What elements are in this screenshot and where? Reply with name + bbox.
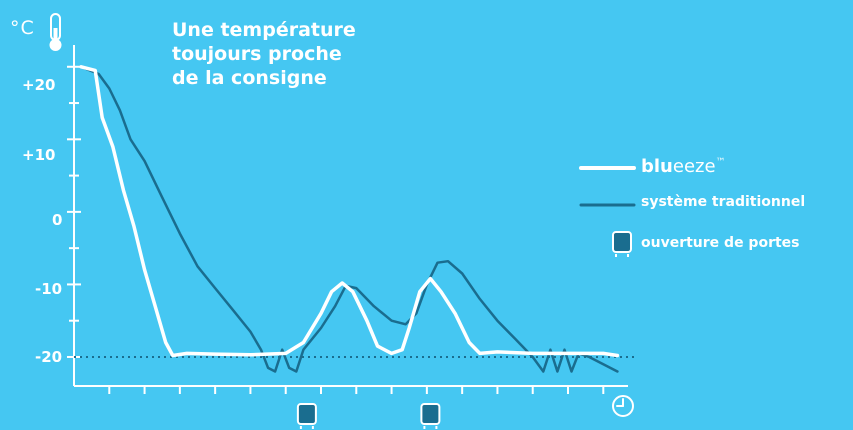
title-line-1: Une température [172,19,356,41]
legend-blueeze-tm: ™ [715,157,726,168]
y-tick-label: -10 [35,280,63,298]
legend-label-traditional: système traditionnel [641,194,806,210]
legend-blueeze-bold: blu [641,156,673,177]
y-tick-label: 0 [52,211,63,229]
door-opening-marker [296,403,317,429]
title-line-2: toujours proche [172,43,342,65]
chart-title: Une température toujours proche de la co… [172,18,356,90]
clock-icon [612,395,634,417]
title-line-3: de la consigne [172,67,327,89]
legend-label-blueeze: blueeze™ [641,156,726,177]
legend-label-doors: ouverture de portes [641,235,800,251]
legend-blueeze-light: eeze [672,156,716,177]
legend-door-icon [612,231,632,257]
y-tick-label: +20 [22,76,56,94]
y-tick-label: +10 [22,146,56,164]
y-axis-unit: °C [10,17,35,39]
door-opening-marker [420,403,441,429]
series-line-blueeze [79,65,620,358]
y-tick-label: -20 [35,348,63,366]
thermometer-icon [49,13,62,51]
